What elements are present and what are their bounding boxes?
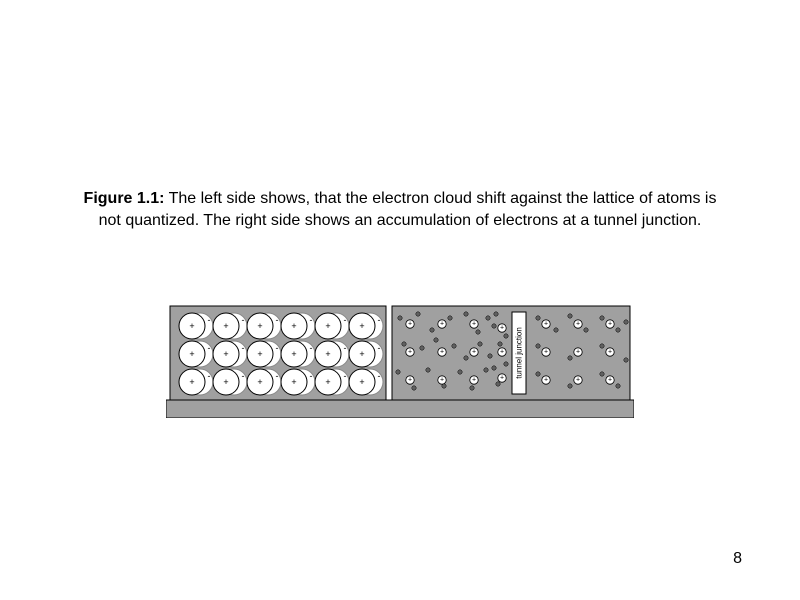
svg-text:+: + <box>440 349 444 356</box>
svg-text:-: - <box>310 371 313 381</box>
svg-text:-: - <box>378 343 381 353</box>
svg-text:+: + <box>359 321 364 331</box>
svg-text:+: + <box>544 377 548 384</box>
svg-text:+: + <box>189 321 194 331</box>
svg-text:+: + <box>472 321 476 328</box>
svg-text:+: + <box>500 375 504 382</box>
svg-text:+: + <box>408 321 412 328</box>
svg-text:-: - <box>344 343 347 353</box>
caption-text: The left side shows, that the electron c… <box>99 190 717 229</box>
svg-text:+: + <box>223 377 228 387</box>
svg-text:tunnel junction: tunnel junction <box>515 327 524 379</box>
svg-text:-: - <box>242 315 245 325</box>
svg-text:+: + <box>291 349 296 359</box>
svg-text:-: - <box>242 371 245 381</box>
svg-text:+: + <box>608 377 612 384</box>
svg-text:+: + <box>472 349 476 356</box>
svg-text:-: - <box>344 371 347 381</box>
svg-text:+: + <box>608 349 612 356</box>
svg-text:+: + <box>576 377 580 384</box>
svg-text:-: - <box>378 371 381 381</box>
svg-text:+: + <box>544 321 548 328</box>
svg-text:+: + <box>359 377 364 387</box>
svg-text:-: - <box>208 371 211 381</box>
svg-text:+: + <box>257 349 262 359</box>
svg-text:-: - <box>344 315 347 325</box>
svg-text:+: + <box>359 349 364 359</box>
svg-text:-: - <box>310 315 313 325</box>
svg-text:-: - <box>310 343 313 353</box>
svg-text:-: - <box>276 343 279 353</box>
caption-lead: Figure 1.1: <box>84 190 165 207</box>
figure-diagram: + - + - + - + - + - + - + - + - + - + - + - + - + - + - + - + - + - + - + + + +… <box>166 300 634 418</box>
svg-text:+: + <box>325 349 330 359</box>
svg-text:+: + <box>576 321 580 328</box>
svg-text:+: + <box>257 377 262 387</box>
svg-text:+: + <box>440 377 444 384</box>
svg-text:-: - <box>378 315 381 325</box>
svg-text:-: - <box>276 315 279 325</box>
svg-text:+: + <box>189 377 194 387</box>
svg-text:+: + <box>408 377 412 384</box>
svg-text:+: + <box>223 321 228 331</box>
svg-text:+: + <box>500 349 504 356</box>
svg-text:-: - <box>208 343 211 353</box>
svg-text:+: + <box>608 321 612 328</box>
svg-text:+: + <box>223 349 228 359</box>
svg-text:+: + <box>325 377 330 387</box>
svg-text:+: + <box>257 321 262 331</box>
svg-text:+: + <box>472 377 476 384</box>
svg-text:-: - <box>276 371 279 381</box>
figure-caption: Figure 1.1: The left side shows, that th… <box>80 188 720 231</box>
svg-text:-: - <box>208 315 211 325</box>
page-number: 8 <box>733 550 742 568</box>
svg-text:+: + <box>440 321 444 328</box>
svg-text:+: + <box>325 321 330 331</box>
svg-text:+: + <box>544 349 548 356</box>
svg-text:+: + <box>291 377 296 387</box>
svg-text:+: + <box>408 349 412 356</box>
svg-text:+: + <box>189 349 194 359</box>
svg-text:-: - <box>242 343 245 353</box>
svg-text:+: + <box>500 325 504 332</box>
svg-text:+: + <box>576 349 580 356</box>
svg-text:+: + <box>291 321 296 331</box>
